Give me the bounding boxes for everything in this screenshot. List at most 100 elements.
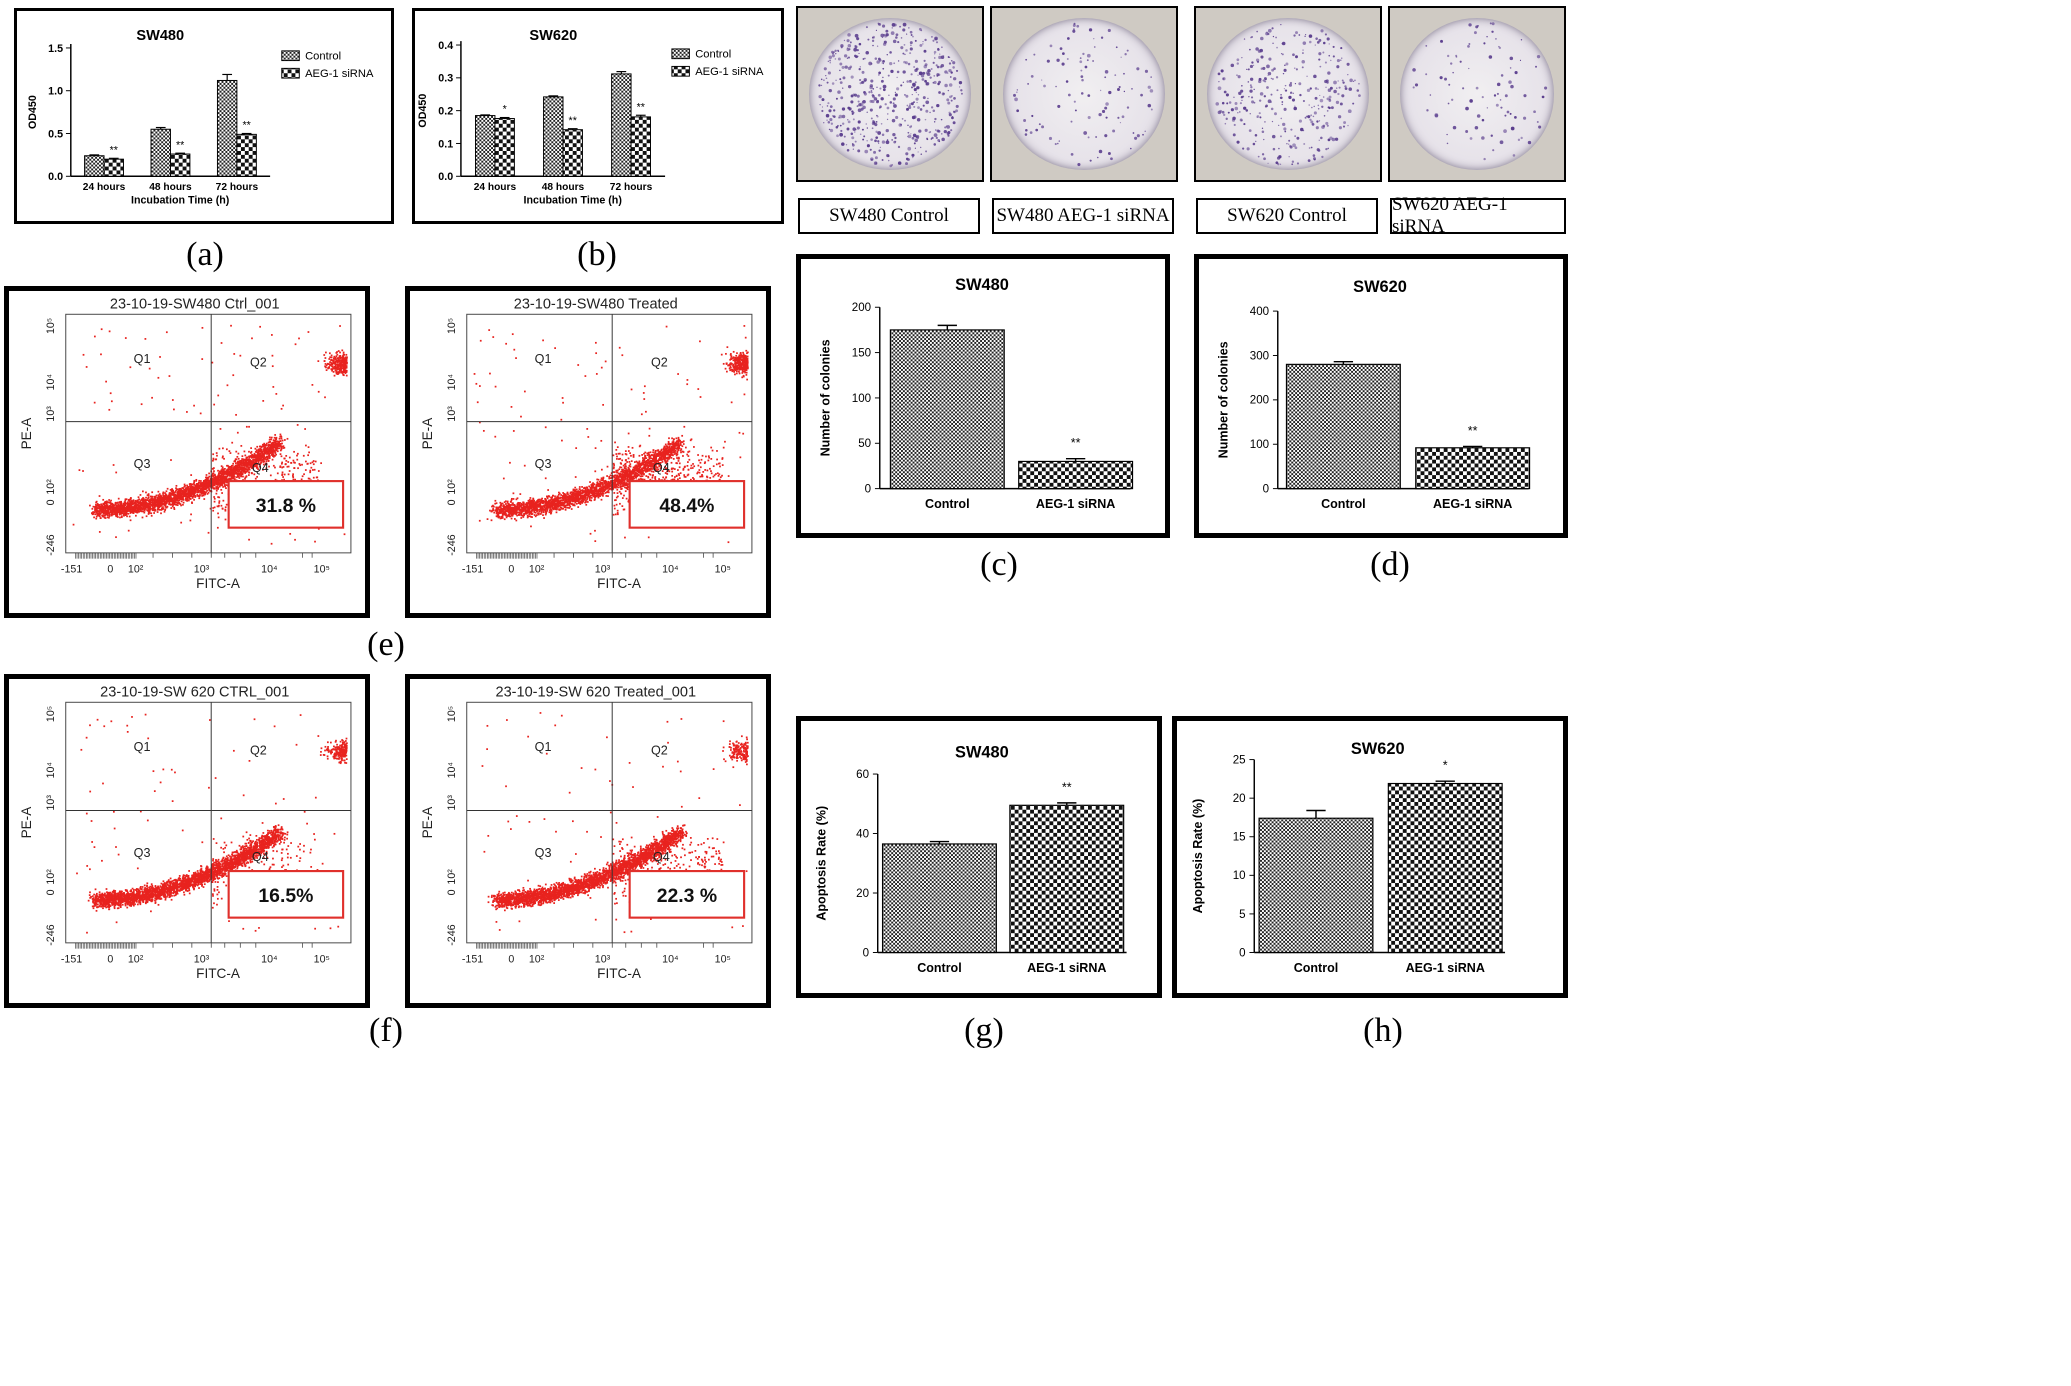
event-dot [119,505,122,507]
event-dot [264,462,267,465]
colony [947,56,950,58]
colony [1315,126,1319,130]
event-dot [235,467,237,470]
event-dot [127,529,130,532]
colony [852,118,855,121]
colony [1104,70,1109,74]
colony [896,76,898,79]
colony [1126,106,1130,109]
event-dot [152,498,154,501]
colony [941,46,943,49]
quadrant-label: Q1 [134,352,151,366]
colony [893,62,896,65]
event-dot [290,461,292,464]
colony [1261,130,1265,133]
colony [917,106,920,109]
event-dot [558,502,561,505]
x-tick-label: Control [1321,497,1366,511]
event-dot [221,466,224,469]
colony [874,57,878,60]
colony-group [1412,22,1548,161]
bar-sirna [1018,460,1134,490]
colony [1041,79,1043,81]
event-dot [342,355,345,358]
colony [1253,101,1256,104]
colony [1271,77,1274,81]
event-dot [131,506,134,509]
event-dot [170,498,173,501]
event-dot [202,488,205,491]
event-dot [193,479,196,482]
colony [1258,77,1262,81]
event-dot [240,445,243,447]
event-dot [111,506,114,508]
event-dot [149,506,152,508]
event-dot [160,503,163,506]
colony [858,68,861,71]
colony [1536,120,1539,123]
event-dot [265,467,268,470]
colony [828,55,833,60]
colony [850,75,854,79]
event-dot [112,505,115,508]
event-dot [199,491,202,494]
event-dot [246,470,248,473]
colony [1467,45,1470,48]
colony [909,104,911,107]
colony-label-sw480-sirna: SW480 AEG-1 siRNA [992,198,1174,234]
colony [1324,33,1327,36]
colony [1260,55,1264,59]
event-dot [335,367,338,370]
colony [1310,146,1313,149]
colony [1259,92,1264,96]
colony [912,116,916,120]
y-tick-label: 200 [852,302,871,314]
colony [1255,47,1259,51]
event-dot [132,503,134,506]
event-dot [193,483,195,486]
colony [1247,68,1250,71]
colony [934,117,937,121]
event-dot [111,513,113,516]
event-dot [307,477,310,480]
event-dot [207,480,210,483]
event-dot [267,457,269,459]
event-dot [156,511,159,513]
colony [1217,72,1221,76]
event-dot [317,360,320,362]
event-dot [261,450,264,453]
event-dot [201,486,204,489]
colony [1341,79,1344,82]
event-dot [134,501,137,504]
event-dot [283,478,285,481]
event-dot [276,472,279,475]
event-dot [146,509,149,512]
event-dot [198,494,201,497]
colony [917,151,919,153]
colony [1150,76,1152,78]
colony [1293,34,1296,37]
event-dot [114,511,116,514]
colony [1077,162,1081,167]
colony [881,62,883,64]
event-dot [224,508,227,511]
colony [910,73,913,76]
colony [1250,36,1252,39]
event-dot [89,504,91,507]
colony [925,150,928,153]
event-dot [129,501,131,503]
event-dot [95,515,98,518]
event-dot [147,512,150,514]
event-dot [151,495,154,498]
colony [1088,28,1093,32]
event-dot [264,451,267,453]
colony [1098,112,1102,117]
event-dot [173,506,175,509]
colony [1016,89,1019,91]
event-dot [149,507,152,510]
colony [878,71,882,75]
colony [1132,132,1135,134]
colony [1260,36,1264,41]
colony [1270,77,1273,80]
colony [1338,86,1341,89]
